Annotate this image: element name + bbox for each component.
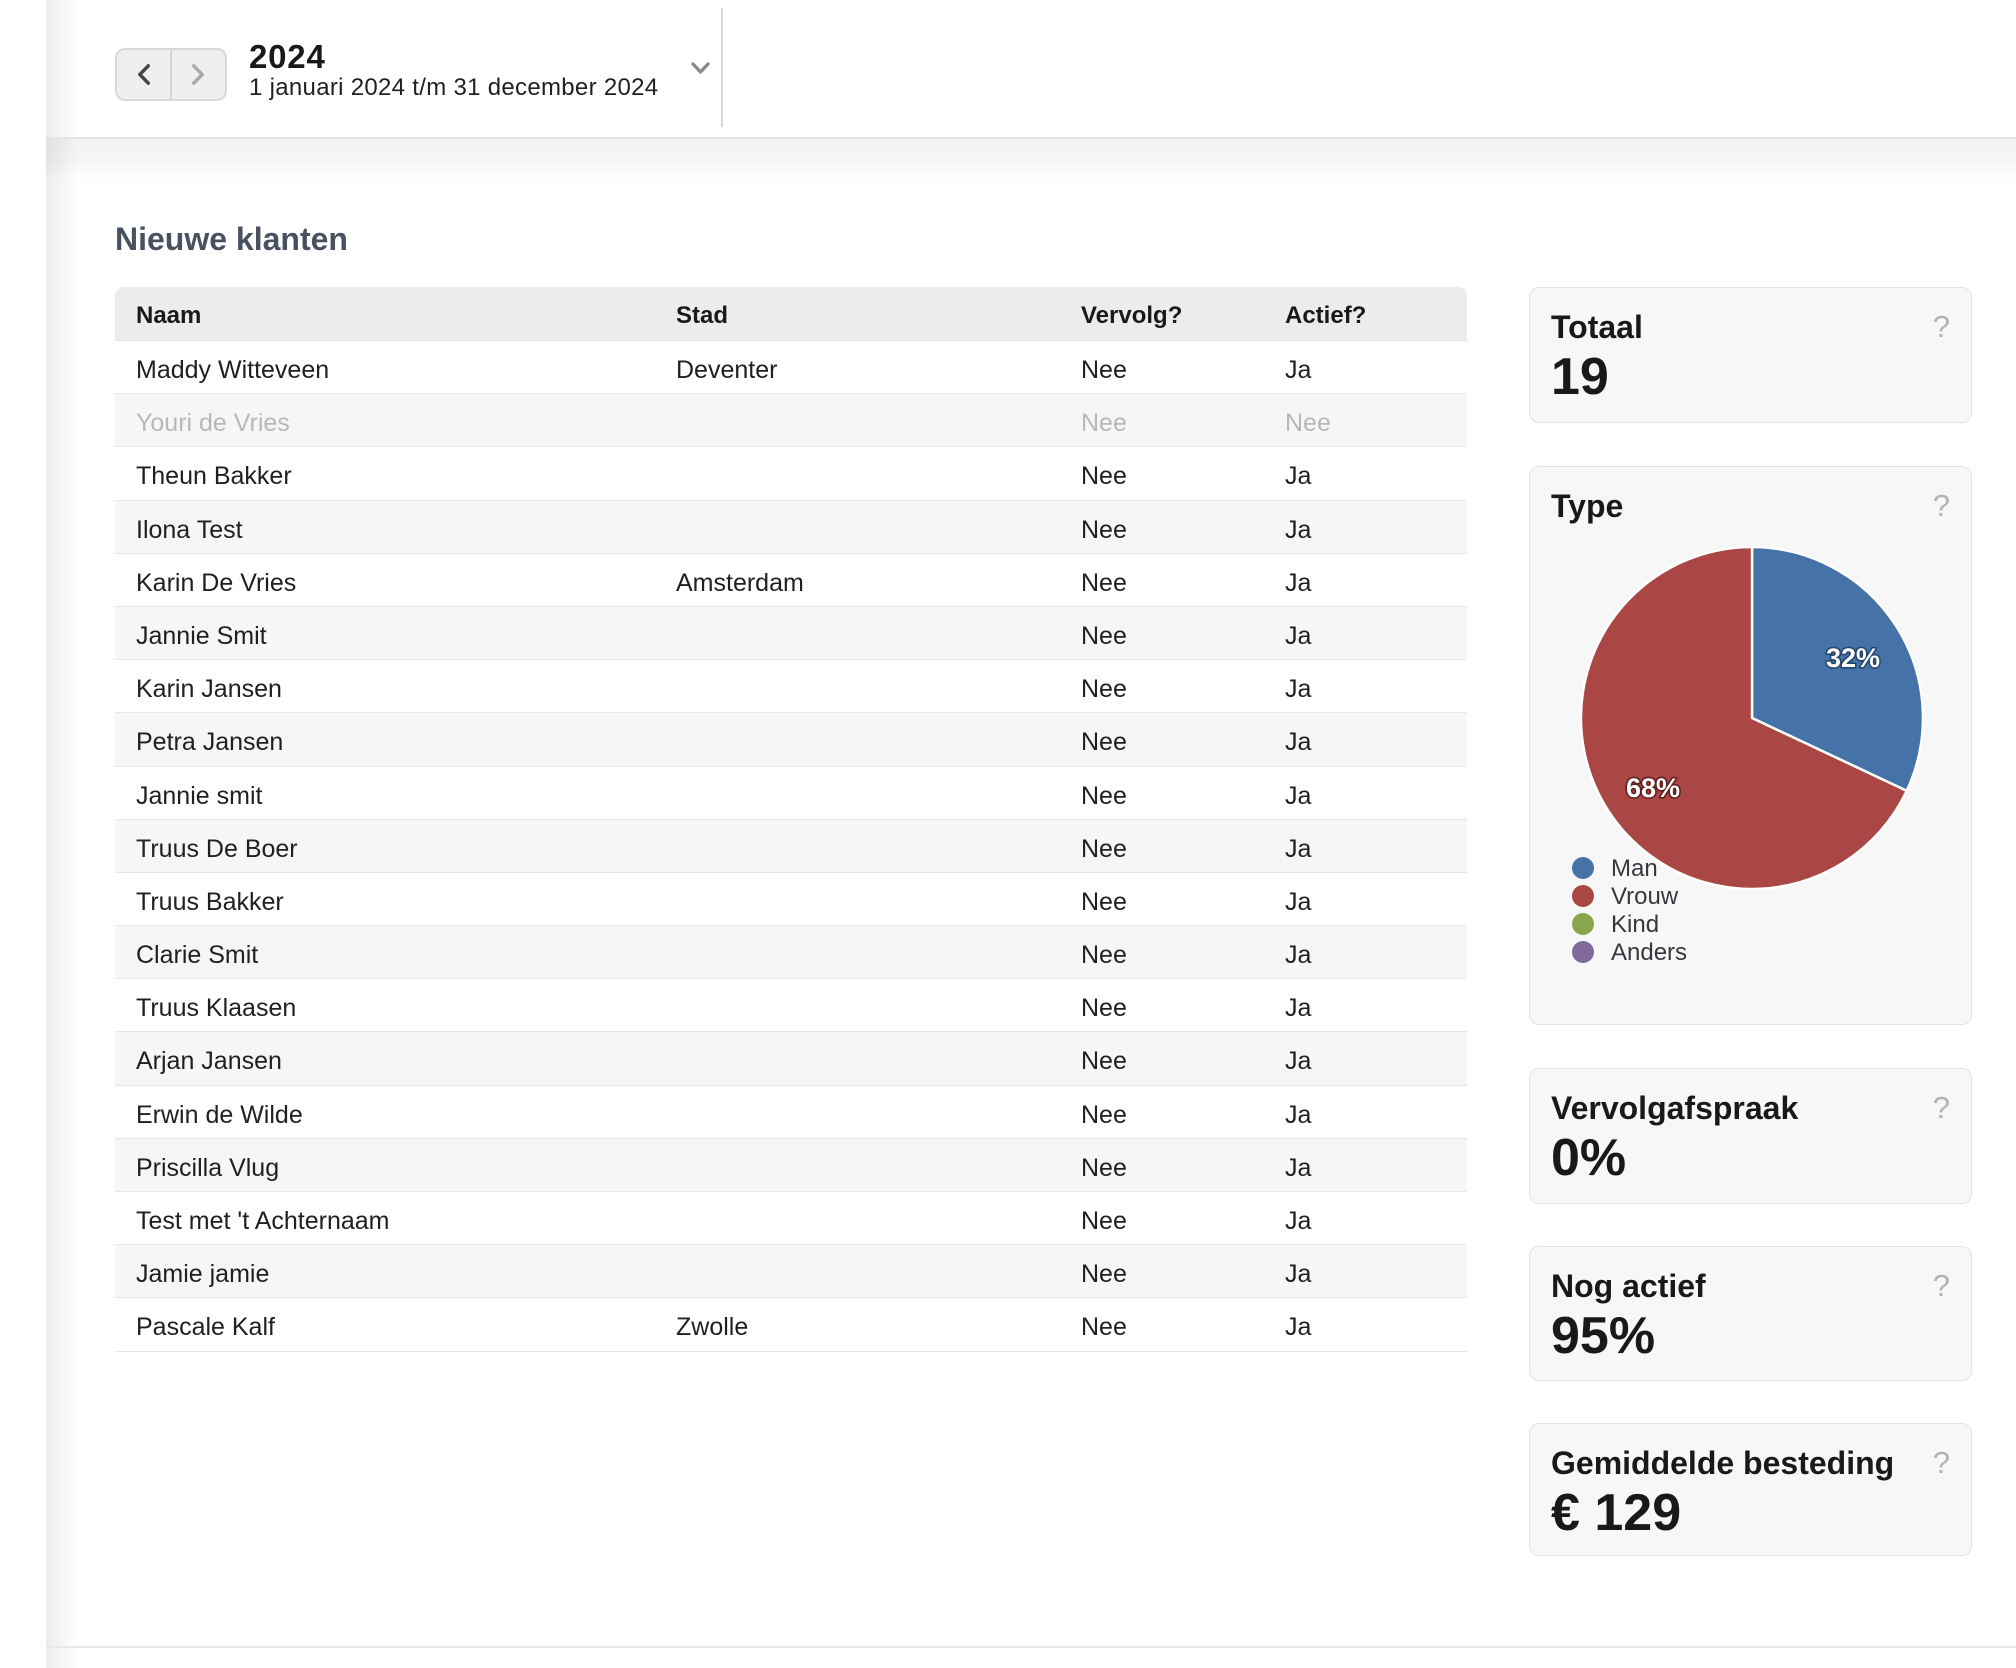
svg-text:Anders: Anders (1611, 939, 1687, 966)
svg-text:Kind: Kind (1611, 911, 1659, 938)
svg-text:32%: 32% (1826, 643, 1880, 673)
svg-text:68%: 68% (1626, 773, 1680, 803)
svg-text:Vrouw: Vrouw (1611, 883, 1679, 910)
svg-text:Man: Man (1611, 855, 1658, 882)
